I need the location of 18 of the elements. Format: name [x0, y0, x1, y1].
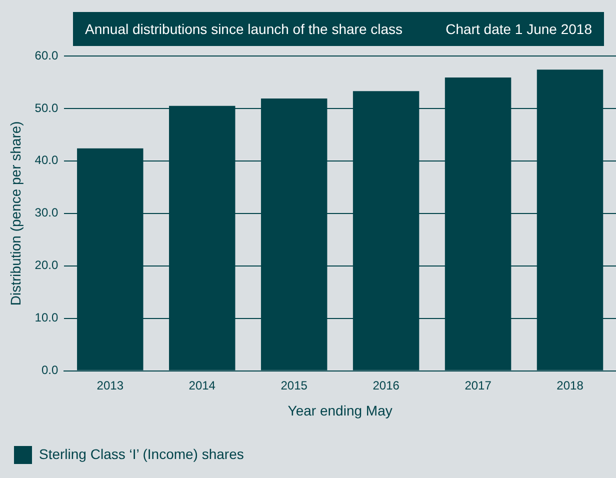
x-tick-label: 2015: [280, 378, 308, 392]
y-tick-label: 50.0: [34, 100, 58, 115]
y-tick-label: 10.0: [34, 310, 58, 325]
x-tick-label: 2014: [188, 378, 216, 392]
y-tick-label: 0.0: [41, 363, 58, 378]
legend-label: Sterling Class ‘I’ (Income) shares: [39, 446, 244, 462]
x-tick-label: 2018: [556, 378, 584, 392]
y-tick-label: 60.0: [34, 48, 58, 62]
y-tick-label: 40.0: [34, 153, 58, 168]
x-axis-title: Year ending May: [288, 402, 392, 418]
y-axis-title: Distribution (pence per share): [7, 121, 24, 306]
chart-title: Annual distributions since launch of the share class: [85, 21, 403, 37]
x-tick-label: 2013: [96, 378, 124, 392]
x-tick-label: 2017: [464, 378, 492, 392]
x-tick-label: 2016: [372, 378, 400, 392]
chart-subtitle: Chart date 1 June 2018: [446, 21, 592, 37]
y-tick-label: 30.0: [34, 206, 58, 220]
y-tick-label: 20.0: [34, 258, 58, 272]
